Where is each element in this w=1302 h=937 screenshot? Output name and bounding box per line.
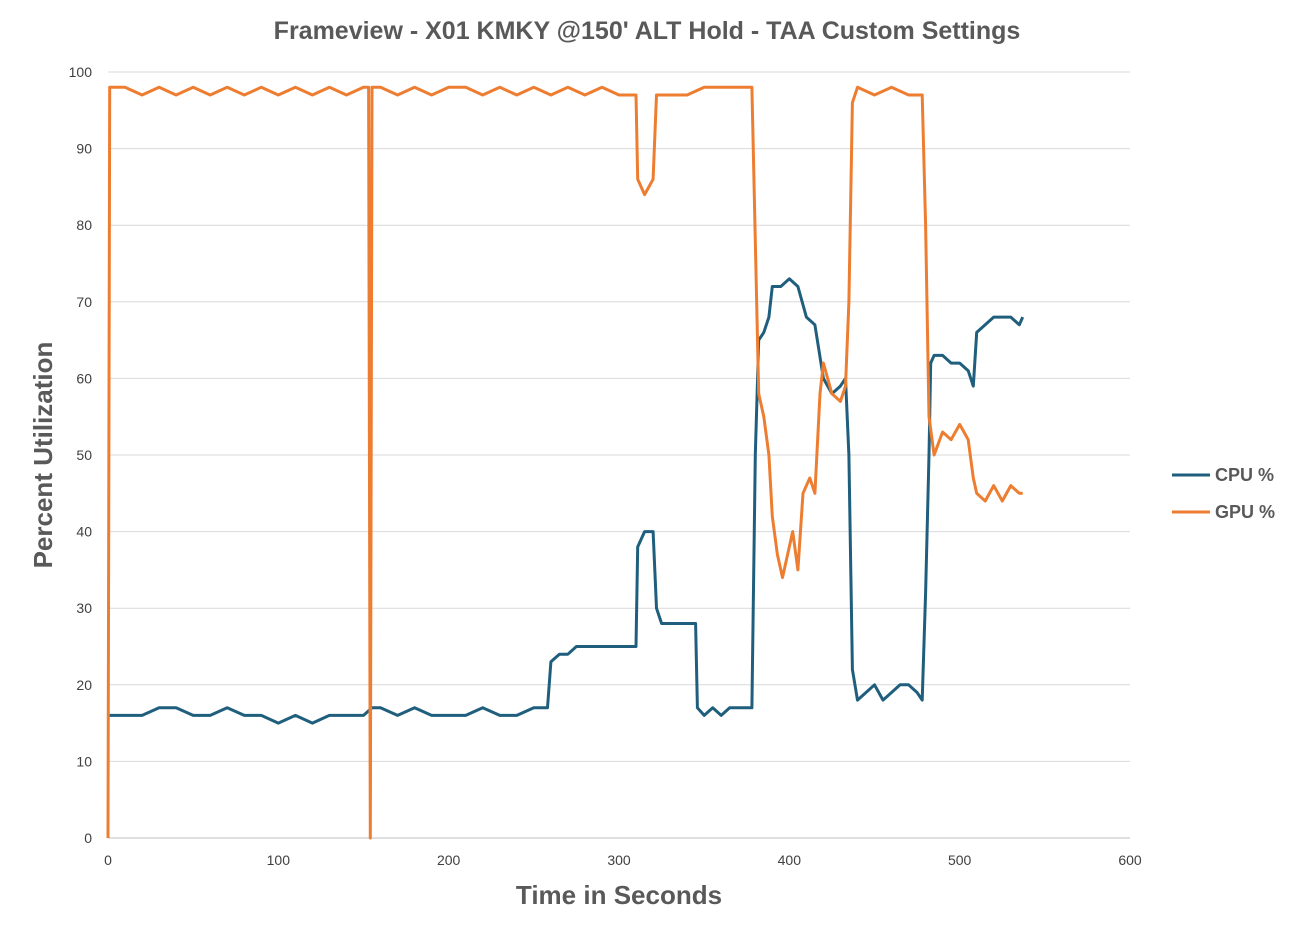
legend-label: GPU % [1215,502,1275,522]
y-tick-label: 100 [69,64,93,80]
y-tick-label: 80 [76,217,92,233]
y-tick-label: 70 [76,294,92,310]
x-tick-label: 400 [778,852,802,868]
y-tick-label: 60 [76,370,92,386]
series-line-gpu [106,85,1023,840]
x-tick-label: 100 [267,852,291,868]
series-line-cpu [108,277,1025,725]
chart-title: Frameview - X01 KMKY @150' ALT Hold - TA… [274,17,1021,45]
gridlines [108,71,1130,762]
x-tick-label: 200 [437,852,461,868]
y-tick-label: 20 [76,677,92,693]
x-axis-title: Time in Seconds [516,880,722,910]
y-tick-label: 10 [76,753,92,769]
y-tick-label: 0 [84,830,92,846]
x-tick-label: 0 [104,852,112,868]
y-tick-label: 30 [76,600,92,616]
x-tick-label: 300 [607,852,631,868]
axes: 0 10 20 30 40 50 60 70 80 90 100 0 100 200 300 400 500 60… [69,64,1142,868]
y-tick-label: 50 [76,447,92,463]
series-lines [106,85,1025,840]
x-tick-label: 600 [1118,852,1142,868]
y-tick-label: 40 [76,524,92,540]
y-tick-label: 90 [76,141,92,157]
x-tick-label: 500 [948,852,972,868]
y-axis-title: Percent Utilization [28,342,58,569]
legend: CPU % GPU % [1172,465,1275,522]
legend-label: CPU % [1215,465,1274,485]
